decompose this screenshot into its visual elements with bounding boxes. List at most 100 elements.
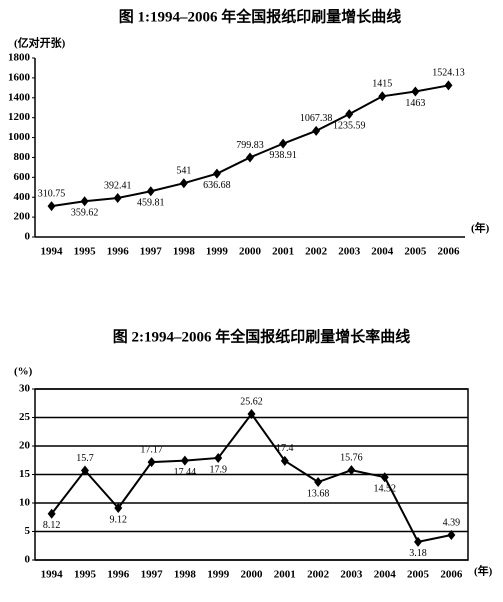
x-tick-label: 2001 (274, 569, 296, 581)
x-tick-label: 1998 (173, 246, 196, 258)
y-axis-label: (亿对开张) (14, 36, 66, 50)
data-label: 459.81 (137, 198, 165, 209)
x-tick-label: 2006 (437, 246, 460, 258)
x-tick-label: 2003 (340, 569, 363, 581)
x-tick-label: 2006 (440, 569, 463, 581)
data-point (246, 152, 254, 163)
data-label: 392.41 (104, 180, 132, 191)
y-tick-label: 0 (25, 554, 31, 566)
data-label: 799.83 (236, 140, 264, 151)
x-tick-label: 1994 (41, 246, 64, 258)
y-tick-label: 10 (19, 497, 31, 509)
data-label: 1463 (405, 98, 425, 109)
y-tick-label: 800 (14, 151, 31, 163)
data-label: 8.12 (43, 520, 61, 531)
x-tick-label: 2001 (272, 246, 294, 258)
data-point (378, 91, 387, 102)
data-label: 1415 (372, 79, 392, 90)
y-tick-label: 200 (14, 211, 31, 223)
x-tick-label: 2000 (241, 569, 264, 581)
data-point (444, 80, 453, 91)
y-tick-label: 1600 (8, 71, 31, 83)
data-label: 25.62 (240, 396, 263, 407)
data-label: 938.91 (269, 150, 297, 161)
x-tick-label: 2002 (305, 246, 328, 258)
data-point (80, 196, 89, 207)
data-label: 1524.13 (432, 68, 465, 79)
y-tick-label: 25 (19, 411, 31, 423)
chart-title: 图 2:1994–2006 年全国报纸印刷量增长率曲线 (113, 327, 411, 345)
data-label: 1067.38 (300, 113, 333, 124)
y-tick-label: 1400 (8, 91, 31, 103)
data-label: 17.44 (174, 467, 197, 478)
x-tick-label: 1997 (140, 246, 163, 258)
x-tick-label: 2002 (307, 569, 330, 581)
data-label: 13.68 (307, 488, 330, 499)
data-point (345, 109, 354, 120)
x-tick-label: 2005 (404, 246, 427, 258)
x-axis-label: (年) (471, 221, 490, 235)
data-point (411, 86, 420, 97)
data-point (247, 408, 256, 419)
x-tick-label: 1996 (107, 246, 130, 258)
data-label: 359.62 (71, 208, 99, 219)
data-label: 636.68 (203, 180, 231, 191)
data-label: 15.76 (340, 452, 363, 463)
x-tick-label: 2004 (371, 246, 394, 258)
data-label: 1235.59 (333, 120, 366, 131)
y-tick-label: 1800 (8, 52, 31, 64)
data-point (312, 125, 321, 136)
data-label: 17.9 (209, 464, 227, 475)
y-tick-label: 5 (25, 525, 31, 537)
data-point (414, 536, 423, 547)
data-label: 17.17 (140, 444, 163, 455)
data-point (146, 186, 155, 197)
y-tick-label: 15 (19, 468, 31, 480)
data-point (147, 457, 156, 468)
chart-title: 图 1:1994–2006 年全国报纸印刷量增长曲线 (119, 7, 402, 25)
data-label: 4.39 (443, 517, 461, 528)
data-point (347, 465, 356, 476)
data-point (47, 508, 56, 519)
data-point (212, 168, 221, 179)
x-tick-label: 1999 (207, 569, 230, 581)
x-tick-label: 1996 (107, 569, 130, 581)
y-tick-label: 1200 (8, 111, 31, 123)
data-label: 15.7 (76, 453, 94, 464)
data-label: 541 (176, 165, 191, 176)
data-point (113, 192, 122, 203)
data-point (180, 455, 189, 466)
data-point (47, 201, 56, 212)
x-tick-label: 2000 (239, 246, 262, 258)
data-label: 3.18 (409, 548, 427, 559)
data-label: 9.12 (110, 514, 128, 525)
x-axis-label: (年) (474, 564, 493, 578)
data-point (380, 472, 389, 483)
y-tick-label: 1000 (8, 131, 31, 143)
plot-frame (34, 388, 469, 561)
data-point (114, 503, 123, 514)
data-label: 14.52 (373, 484, 396, 495)
x-tick-label: 1995 (74, 246, 97, 258)
data-point (447, 529, 456, 540)
data-point (314, 477, 323, 488)
x-tick-label: 1999 (206, 246, 229, 258)
y-tick-label: 600 (14, 171, 31, 183)
x-tick-label: 1997 (141, 569, 164, 581)
x-tick-label: 2004 (374, 569, 397, 581)
x-tick-label: 1998 (174, 569, 197, 581)
x-tick-label: 2003 (338, 246, 361, 258)
y-tick-label: 30 (19, 383, 31, 395)
data-point (179, 178, 188, 189)
data-label: 310.75 (38, 188, 66, 199)
y-tick-label: 400 (14, 191, 31, 203)
y-axis-label: (%) (14, 366, 33, 378)
data-point (80, 465, 89, 476)
y-tick-label: 20 (19, 440, 31, 452)
data-point (280, 455, 289, 466)
x-tick-label: 2005 (407, 569, 430, 581)
data-point (279, 138, 288, 149)
x-tick-label: 1994 (41, 569, 64, 581)
y-tick-label: 0 (25, 231, 31, 243)
